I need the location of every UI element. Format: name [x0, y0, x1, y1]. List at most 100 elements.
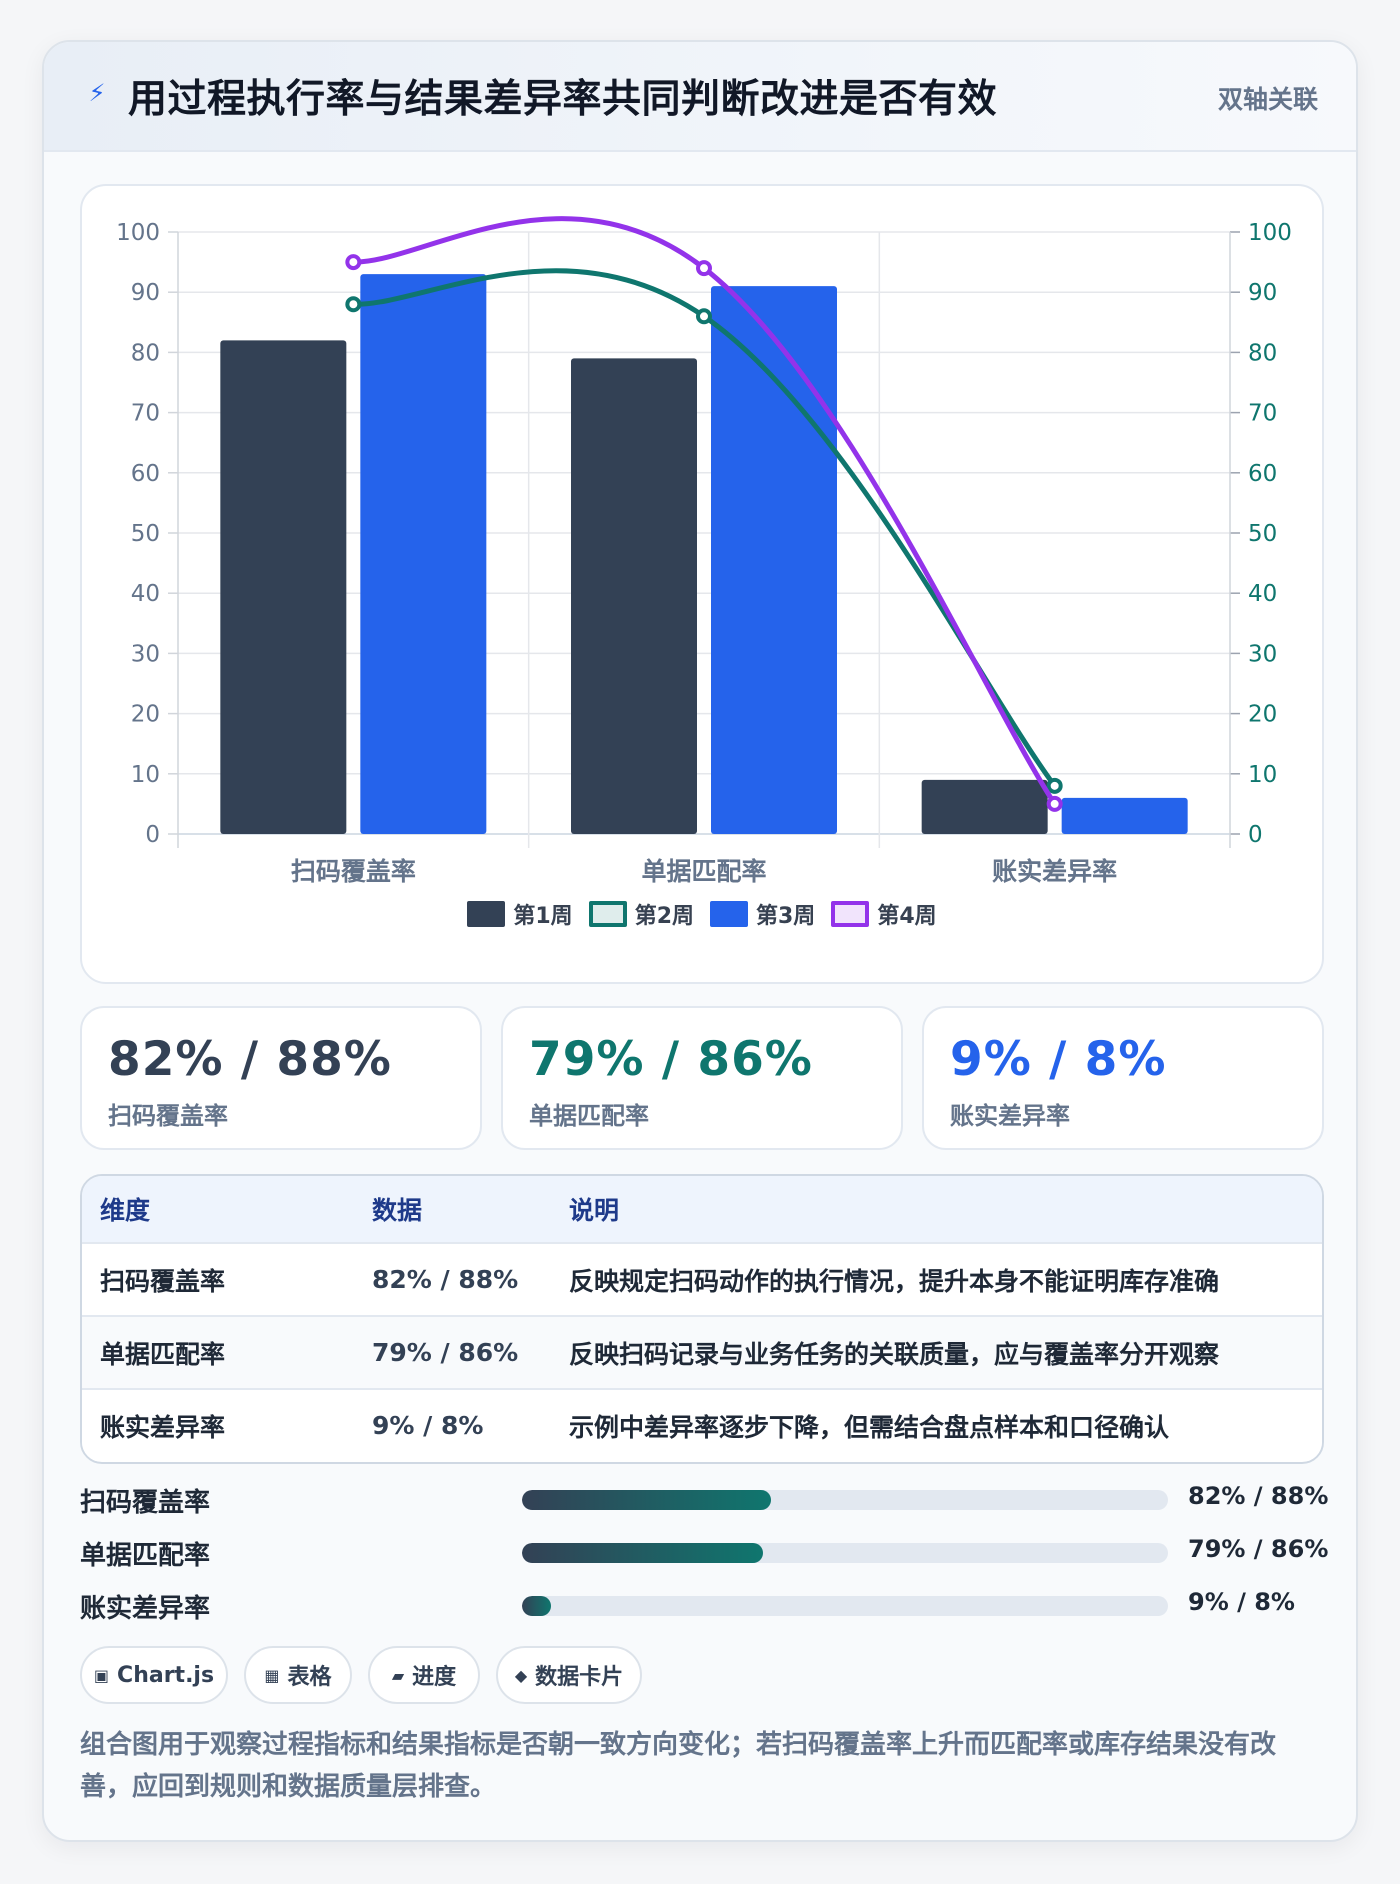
progress-label: 扫码覆盖率 [80, 1488, 211, 1518]
y2-tick-label: 60 [1248, 461, 1277, 487]
y-tick-label: 60 [131, 461, 160, 487]
table-cell: 账实差异率 [100, 1412, 226, 1442]
y-tick-label: 0 [145, 822, 160, 848]
line-point [1046, 777, 1063, 794]
y2-tick-label: 100 [1248, 220, 1292, 246]
table-header-cell: 说明 [569, 1196, 620, 1225]
progress-label: 账实差异率 [80, 1594, 211, 1624]
chip-label: 表格 [287, 1665, 332, 1690]
tag-chips: ▣ Chart.js ▦ 表格 ▰ 进度 ◆ 数据卡片 [80, 1646, 1324, 1704]
bar [1061, 797, 1188, 834]
y-tick-label: 30 [131, 641, 160, 667]
chip-label: Chart.js [117, 1662, 215, 1688]
kpi-value: 82% / 88% [108, 1032, 392, 1087]
footnote: 组合图用于观察过程指标和结果指标是否朝一致方向变化；若扫码覆盖率上升而匹配率或库… [80, 1730, 1277, 1802]
legend-swatch [710, 901, 748, 927]
table-cell: 示例中差异率逐步下降，但需结合盘点样本和口径确认 [569, 1412, 1170, 1442]
table-row: 账实差异率 9% / 8% 示例中差异率逐步下降，但需结合盘点样本和口径确认 [82, 1388, 1322, 1461]
kpi-label: 账实差异率 [950, 1102, 1070, 1130]
y-tick-label: 90 [131, 280, 160, 306]
chip-progress[interactable]: ▰ 进度 [368, 1646, 480, 1704]
table-cell: 扫码覆盖率 [100, 1266, 226, 1296]
table-row: 扫码覆盖率 82% / 88% 反映规定扫码动作的执行情况，提升本身不能证明库存准确 [82, 1242, 1322, 1315]
progress-track [522, 1596, 1168, 1616]
progress-fill [522, 1596, 552, 1616]
y-tick-label: 100 [116, 220, 160, 246]
legend-item[interactable]: 第4周 [831, 898, 937, 930]
chip-table[interactable]: ▦ 表格 [244, 1646, 352, 1704]
legend-item[interactable]: 第3周 [710, 898, 815, 930]
bar [571, 358, 697, 834]
table-header-cell: 维度 [100, 1196, 151, 1225]
table-header-row: 维度 数据 说明 [82, 1176, 1322, 1242]
kpi-value: 9% / 8% [950, 1032, 1167, 1087]
progress-row: 账实差异率 9% / 8% [80, 1584, 1324, 1624]
legend-label: 第3周 [756, 904, 816, 929]
line-point [696, 260, 712, 277]
y2-tick-label: 20 [1248, 702, 1277, 728]
chart-icon: ▣ [93, 1665, 110, 1685]
y2-tick-label: 50 [1248, 521, 1277, 547]
card-header: ⚡ 用过程执行率与结果差异率共同判断改进是否有效 双轴关联 [44, 42, 1356, 152]
kpi-card: 9% / 8% 账实差异率 [922, 1006, 1324, 1150]
bar [220, 340, 347, 834]
line-point [696, 308, 712, 325]
y-tick-label: 20 [131, 702, 160, 728]
y2-tick-label: 90 [1248, 280, 1277, 306]
chip-card[interactable]: ◆ 数据卡片 [496, 1646, 642, 1704]
kpi-card: 79% / 86% 单据匹配率 [501, 1006, 903, 1150]
kpi-card: 82% / 88% 扫码覆盖率 [80, 1006, 482, 1150]
y-tick-label: 70 [131, 401, 160, 427]
legend-swatch [467, 901, 506, 927]
bar [711, 286, 837, 834]
chip-chart[interactable]: ▣ Chart.js [80, 1646, 228, 1704]
legend-swatch [831, 901, 870, 927]
y2-tick-label: 70 [1248, 401, 1277, 427]
kpi-cards: 82% / 88% 扫码覆盖率 79% / 86% 单据匹配率 9% / 8% 账实差异率 [80, 1006, 1324, 1150]
bar [921, 779, 1048, 834]
line-point [1046, 795, 1063, 812]
legend-swatch [588, 901, 627, 927]
table-cell: 反映规定扫码动作的执行情况，提升本身不能证明库存准确 [569, 1266, 1220, 1296]
chart-panel: 0 0 10 10 20 20 30 30 40 40 50 50 60 60 70 70 80 80 90 90 10… [80, 184, 1324, 984]
progress-value: 82% / 88% [1188, 1482, 1329, 1510]
x-tick-label: 单据匹配率 [641, 857, 766, 886]
legend-item[interactable]: 第1周 [467, 898, 573, 930]
table-cell: 82% / 88% [372, 1265, 519, 1294]
y-tick-label: 50 [131, 521, 160, 547]
progress-row: 单据匹配率 79% / 86% [80, 1531, 1328, 1571]
card-icon: ◆ [514, 1665, 528, 1685]
y-tick-label: 40 [131, 581, 160, 607]
progress-value: 9% / 8% [1188, 1588, 1295, 1616]
table-cell: 79% / 86% [372, 1338, 519, 1367]
table-cell: 单据匹配率 [100, 1339, 226, 1369]
x-tick-label: 扫码覆盖率 [291, 857, 416, 886]
y2-tick-label: 30 [1248, 641, 1277, 667]
kpi-label: 扫码覆盖率 [108, 1102, 228, 1130]
legend-label: 第2周 [634, 904, 694, 929]
table-icon: ▦ [264, 1665, 280, 1685]
chart-legend: 第1周 第2周 第3周 第4周 [82, 898, 1322, 938]
chip-label: 进度 [412, 1665, 457, 1690]
kpi-value: 79% / 86% [529, 1032, 813, 1087]
progress-track [522, 1490, 1168, 1510]
table-header-cell: 数据 [372, 1196, 423, 1225]
progress-label: 单据匹配率 [80, 1541, 211, 1571]
chip-label: 数据卡片 [535, 1665, 624, 1690]
series-line [353, 216, 1057, 806]
data-table: 维度 数据 说明扫码覆盖率 82% / 88% 反映规定扫码动作的执行情况，提升本身不能… [80, 1174, 1324, 1464]
bar [360, 274, 487, 834]
line-point [345, 296, 362, 313]
legend-item[interactable]: 第2周 [588, 898, 694, 930]
dashboard-card: ⚡ 用过程执行率与结果差异率共同判断改进是否有效 双轴关联 0 0 10 10 20 20… [42, 40, 1358, 1842]
y-tick-label: 80 [131, 340, 160, 366]
progress-row: 扫码覆盖率 82% / 88% [80, 1478, 1328, 1518]
y2-tick-label: 40 [1248, 581, 1277, 607]
progress-list: 扫码覆盖率 82% / 88% 单据匹配率 79% / 86% 账实差异率 9% / 8% [80, 1478, 1328, 1638]
progress-value: 79% / 86% [1188, 1535, 1329, 1563]
legend-label: 第4周 [877, 904, 937, 929]
y2-tick-label: 0 [1248, 822, 1263, 848]
x-tick-label: 账实差异率 [992, 857, 1117, 886]
combo-chart: 0 0 10 10 20 20 30 30 40 40 50 50 60 60 70 70 80 80 90 90 10… [116, 216, 1292, 886]
kpi-label: 单据匹配率 [529, 1102, 649, 1130]
